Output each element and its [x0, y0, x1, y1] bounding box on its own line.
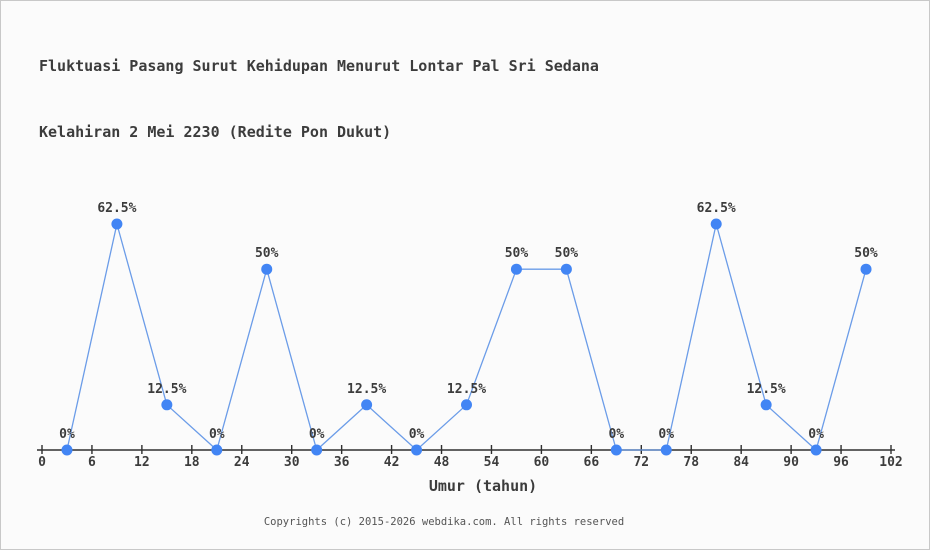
x-axis-tick-label: 54: [484, 455, 500, 470]
x-axis-tick-label: 96: [833, 455, 849, 470]
data-point-marker: [560, 263, 572, 275]
data-point-label: 50%: [854, 246, 878, 261]
x-axis-tick-label: 42: [384, 455, 400, 470]
data-point-marker: [810, 444, 822, 456]
x-axis-tick-label: 12: [134, 455, 150, 470]
x-axis-tick-label: 66: [584, 455, 600, 470]
x-axis-tick-label: 78: [683, 455, 699, 470]
x-axis-tick-label: 6: [88, 455, 96, 470]
data-point-marker: [760, 399, 772, 411]
data-point-label: 12.5%: [747, 382, 786, 397]
data-point-marker: [660, 444, 672, 456]
data-point-marker: [61, 444, 73, 456]
data-point-label: 0%: [409, 427, 425, 442]
data-point-marker: [411, 444, 423, 456]
x-axis-tick-label: 0: [38, 455, 46, 470]
x-axis-tick-label: 102: [879, 455, 902, 470]
data-point-label: 0%: [59, 427, 75, 442]
data-point-label: 0%: [608, 427, 624, 442]
data-point-marker: [710, 218, 722, 230]
chart-title: Fluktuasi Pasang Surut Kehidupan Menurut…: [39, 11, 599, 187]
data-point-label: 50%: [555, 246, 579, 261]
data-point-marker: [461, 399, 472, 411]
data-point-label: 62.5%: [97, 201, 136, 216]
data-point-marker: [510, 263, 522, 275]
data-point-marker: [111, 218, 123, 230]
data-point-label: 62.5%: [697, 201, 736, 216]
x-axis-tick-label: 84: [733, 455, 749, 470]
x-axis-tick-label: 18: [184, 455, 200, 470]
data-series-line: [66, 223, 867, 452]
chart-title-line1: Fluktuasi Pasang Surut Kehidupan Menurut…: [39, 57, 599, 75]
x-axis-tick-label: 72: [633, 455, 649, 470]
data-point-label: 50%: [505, 246, 529, 261]
x-axis-tick-label: 24: [234, 455, 250, 470]
x-axis-tick-label: 60: [534, 455, 550, 470]
x-axis-tick-label: 48: [434, 455, 450, 470]
copyright-footer: Copyrights (c) 2015-2026 webdika.com. Al…: [263, 516, 625, 528]
data-point-marker: [261, 263, 273, 275]
data-point-marker: [860, 263, 872, 275]
data-point-label: 12.5%: [347, 382, 386, 397]
data-point-marker: [361, 399, 373, 411]
data-point-label: 50%: [255, 246, 279, 261]
data-point-marker: [610, 444, 622, 456]
x-axis-tick-label: 30: [284, 455, 300, 470]
x-axis-label: Umur (tahun): [428, 477, 538, 495]
x-axis-tick-label: 90: [783, 455, 799, 470]
data-point-marker: [211, 444, 223, 456]
data-point-label: 12.5%: [447, 382, 486, 397]
data-point-label: 0%: [309, 427, 325, 442]
data-point-label: 0%: [808, 427, 824, 442]
data-point-label: 0%: [209, 427, 225, 442]
x-axis-tick-label: 36: [334, 455, 350, 470]
data-point-label: 0%: [658, 427, 674, 442]
chart-title-line2: Kelahiran 2 Mei 2230 (Redite Pon Dukut): [39, 123, 392, 141]
data-point-marker: [311, 444, 323, 456]
data-point-marker: [161, 399, 173, 411]
data-point-label: 12.5%: [147, 382, 186, 397]
